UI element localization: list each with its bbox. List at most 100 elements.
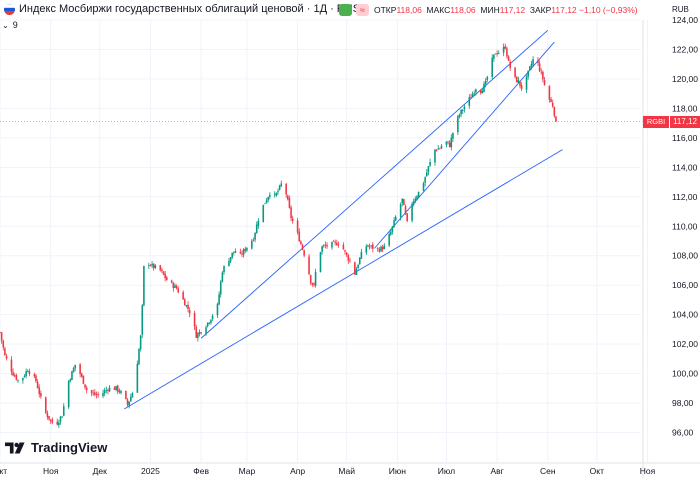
candle-body [211,315,214,319]
price-tick-label: 120,00 [672,74,698,84]
time-tick-label: Фев [193,466,209,476]
candle-body [136,363,139,393]
candle-body [331,241,333,248]
price-axis[interactable]: 96,00 98,00 100,00 102,00 104,00 106,00 108,00… [642,15,698,478]
candle-body [90,390,93,393]
candle-body [251,240,253,249]
candle-body [141,305,144,335]
candle-body [497,53,500,54]
candle-body [345,252,348,255]
candle-body [102,393,104,397]
candle-body [519,80,521,86]
candle-body [532,59,534,65]
candle-body [460,109,462,115]
high-value: 118,06 [450,5,476,15]
candle-body [143,265,145,306]
candle-body [311,282,314,285]
price-tick-label: 122,00 [672,44,698,54]
chevron-down-icon: ⌄ [2,21,9,30]
candle-body [234,251,237,253]
candle-body [290,207,292,219]
candle-body [269,194,271,197]
candle-body [555,116,557,122]
time-tick-label: Апр [290,466,305,476]
candle-body [94,392,96,395]
candle-body [118,390,121,393]
candle-body [67,380,70,408]
candle-body [206,322,209,327]
symbol-title[interactable]: Индекс Мосбиржи государственных облигаци… [19,3,361,15]
candle-body [484,80,487,85]
currency-label[interactable]: RUB [672,5,689,14]
price-label-ticker: RGBI [643,116,669,128]
candle-body [108,387,111,392]
candle-body [424,177,426,183]
indicator-count: 9 [12,20,18,30]
candle-body [174,285,176,288]
candle-body [273,194,276,196]
candle-body [280,183,283,186]
candle-body [481,90,484,94]
approx-data-icon[interactable]: ≈ [356,4,369,16]
russia-flag-icon [4,4,15,15]
candle-body [188,310,191,314]
price-tick-label: 106,00 [672,280,698,290]
candle-body [205,327,207,334]
candle-body [5,355,8,359]
candle-body [208,322,211,324]
candle-body [550,99,552,103]
candle-body [10,359,13,372]
candle-body [149,265,152,267]
candle-body [278,185,281,191]
candle-body [193,312,196,327]
candle-body [314,271,317,286]
chart-header: Индекс Мосбиржи государственных облигаци… [0,0,700,20]
candle-body [308,256,310,275]
candle-body [246,247,248,251]
price-tick-label: 98,00 [672,398,694,408]
candle-body [422,183,425,191]
candle-body [296,220,299,233]
candle-body [175,286,178,289]
time-axis[interactable]: Окт Ноя Дек 2025 Фев Мар Апр Май Июн Июл Авг Сен Окт… [0,462,700,476]
candle-body [187,304,189,310]
candle-body [264,203,266,205]
candle-body [414,198,417,202]
trendlines[interactable] [124,29,563,410]
candle-body [504,46,507,49]
candle-body [365,246,368,253]
candle-body [254,233,256,240]
candle-body [138,349,140,365]
candle-body [367,245,369,247]
price-tick-label: 118,00 [672,103,698,113]
candle-body [172,282,175,289]
candle-body [399,204,402,217]
candle-body [479,89,482,93]
candle-body [36,381,39,389]
price-tick-label: 116,00 [672,133,698,143]
price-label-value: 117,12 [670,116,700,128]
trendline [124,149,563,410]
candle-body [342,244,345,250]
time-tick-label: Ноя [640,466,656,476]
candle-body [468,97,471,106]
candle-body [354,262,356,275]
tradingview-logo-icon [5,442,25,453]
candle-body [48,416,50,420]
indicators-toggle[interactable]: ⌄ 9 [2,20,18,30]
candle-body [473,93,476,95]
candle-body [425,172,428,177]
tradingview-logo[interactable]: TradingView [5,440,107,455]
candle-body [74,364,77,369]
candles [0,43,557,428]
candle-body [319,252,322,273]
candle-body [210,319,212,324]
market-status-icon[interactable] [339,4,352,16]
candle-body [170,280,173,283]
candle-body [502,46,505,53]
candle-body [25,371,27,377]
candle-body [239,252,242,254]
candle-body [267,196,269,201]
candle-body [439,148,441,150]
